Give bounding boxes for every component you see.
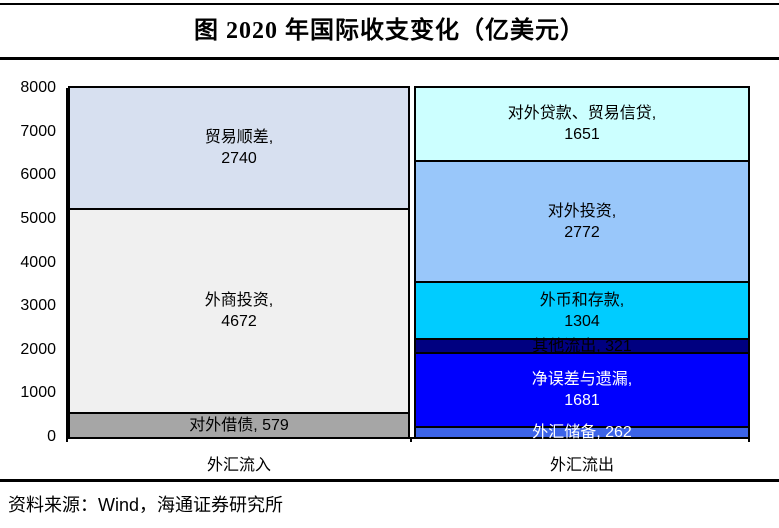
bar-segment: 贸易顺差, 2740: [70, 88, 408, 208]
y-tick-label: 0: [47, 428, 56, 445]
bar-segment-label: 对外贷款、贸易信贷, 1651: [507, 105, 657, 144]
title-rule: [0, 57, 779, 60]
y-tick-label: 5000: [20, 209, 56, 227]
bar-fx-outflow: 对外贷款、贸易信贷, 1651 对外投资, 2772 外币和存款, 1304 其他流出, 3…: [414, 86, 750, 441]
bottom-rule: [0, 479, 779, 482]
y-tick-label: 1000: [20, 384, 56, 402]
bar-segment: 外商投资, 4672: [70, 207, 408, 412]
bar-segment-label: 其他流出, 321: [532, 337, 632, 355]
bar-segment: 外币和存款, 1304: [416, 281, 748, 339]
bar-segment-label: 外商投资, 4672: [204, 291, 274, 330]
bar-segment-label: 对外投资, 2772: [547, 202, 617, 241]
bar-segment: 净误差与遗漏, 1681: [416, 352, 748, 426]
bar-segment-label: 贸易顺差, 2740: [204, 129, 274, 168]
bar-fx-inflow: 贸易顺差, 2740 外商投资, 4672 对外借债, 579: [68, 86, 410, 437]
y-tick-label: 6000: [20, 166, 56, 184]
x-axis-tick: [66, 437, 68, 442]
y-tick-label: 7000: [20, 122, 56, 140]
bar-segment-label: 外汇储备, 262: [532, 423, 632, 441]
chart-title: 图 2020 年国际收支变化（亿美元）: [194, 18, 585, 44]
bar-segment: 其他流出, 321: [416, 338, 748, 355]
y-tick-label: 8000: [20, 79, 56, 96]
top-rule: [0, 3, 779, 5]
bar-segment-label: 外币和存款, 1304: [539, 291, 625, 330]
bar-segment: 对外借债, 579: [70, 411, 408, 437]
y-tick-label: 2000: [20, 340, 56, 358]
x-axis-tick: [748, 437, 750, 442]
bar-segment: 对外投资, 2772: [416, 160, 748, 282]
y-tick-label: 4000: [20, 253, 56, 271]
y-tick-label: 3000: [20, 297, 56, 315]
bar-segment: 外汇储备, 262: [416, 424, 748, 441]
category-label-fx-outflow: 外汇流出: [549, 457, 614, 474]
source-note: 资料来源：Wind，海通证券研究所: [8, 495, 284, 515]
bar-segment-label: 净误差与遗漏, 1681: [531, 370, 633, 409]
bar-segment: 对外贷款、贸易信贷, 1651: [416, 88, 748, 161]
category-label-fx-inflow: 外汇流入: [206, 457, 271, 474]
bar-segment-label: 对外借债, 579: [189, 416, 289, 434]
plot-area: 贸易顺差, 2740 外商投资, 4672 对外借债, 579 对外贷款、贸易信贷, 16…: [66, 86, 750, 441]
x-axis-tick: [410, 437, 412, 442]
